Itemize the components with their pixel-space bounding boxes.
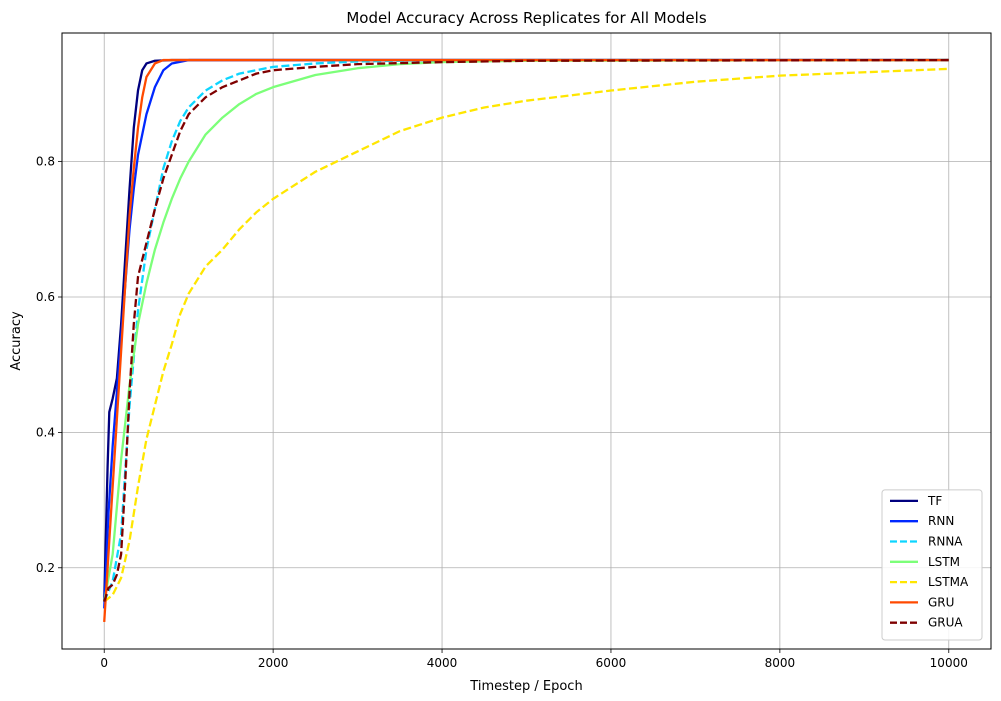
y-tick-label: 0.4 [36, 425, 55, 439]
axis-ticks: 0 2000 4000 6000 8000 10000 0.2 0.4 0.6 0.8 [36, 155, 968, 670]
series-line-rnna [103, 58, 949, 603]
series-line-grua [103, 58, 949, 602]
plot-lines [103, 58, 949, 622]
series-line-lstma [103, 67, 949, 603]
legend: TF RNN RNNA LSTM LSTMA GRU GRUA [881, 489, 983, 641]
legend-label-lstma: LSTMA [928, 575, 969, 589]
series-line-tf [103, 58, 949, 602]
x-axis-title: Timestep / Epoch [469, 679, 582, 694]
x-tick-label: 6000 [596, 656, 627, 670]
x-tick-label: 2000 [258, 656, 289, 670]
grid-lines [62, 33, 991, 649]
legend-label-gru: GRU [928, 595, 954, 609]
chart-title: Model Accuracy Across Replicates for All… [346, 9, 706, 27]
x-tick-label: 8000 [765, 656, 796, 670]
y-tick-label: 0.2 [36, 561, 55, 575]
plot-area-frame [61, 32, 992, 650]
y-tick-label: 0.8 [36, 155, 55, 169]
legend-label-grua: GRUA [928, 616, 963, 630]
x-tick-label: 10000 [930, 656, 968, 670]
legend-label-tf: TF [927, 494, 942, 508]
series-line-gru [103, 58, 949, 622]
y-axis-title: Accuracy [9, 311, 24, 371]
series-line-lstm [103, 58, 949, 602]
legend-label-rnn: RNN [928, 514, 954, 528]
x-tick-label: 0 [100, 656, 108, 670]
series-line-rnn [103, 58, 949, 609]
x-tick-label: 4000 [427, 656, 458, 670]
legend-label-rnna: RNNA [928, 535, 963, 549]
legend-label-lstm: LSTM [928, 555, 960, 569]
y-tick-label: 0.6 [36, 290, 55, 304]
